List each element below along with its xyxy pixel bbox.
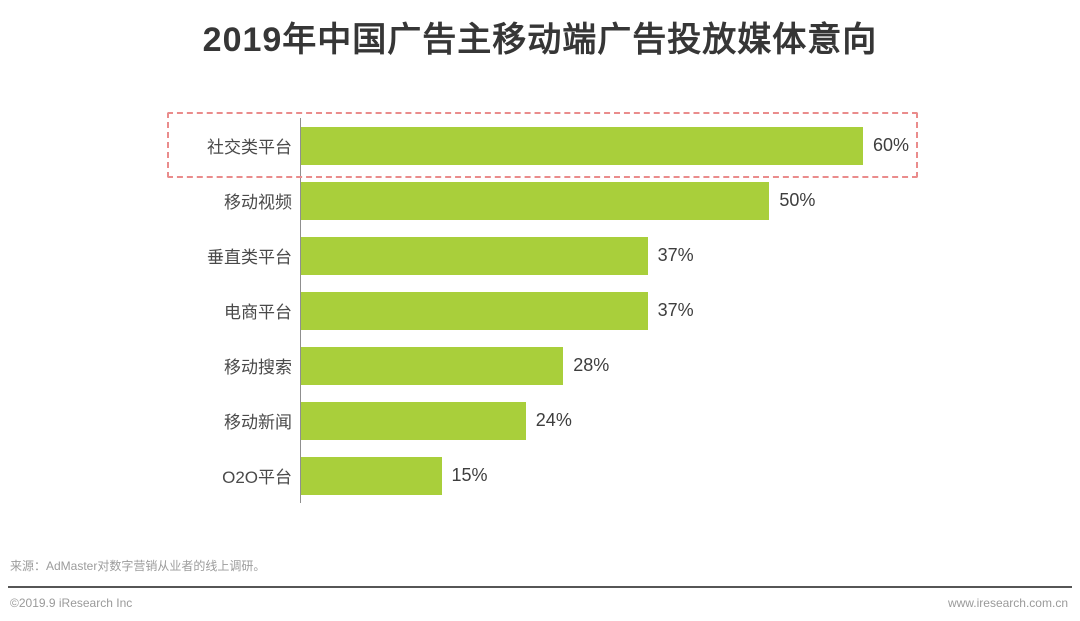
category-label: 移动视频: [224, 193, 292, 212]
bar-row: 社交类平台 60%: [165, 118, 955, 173]
bar-track: 37%: [300, 283, 955, 338]
category-label: 电商平台: [224, 303, 292, 322]
footer-divider: [8, 586, 1072, 588]
category-label: 垂直类平台: [207, 248, 292, 267]
value-label: 37%: [657, 300, 694, 320]
bar-track: 60%: [300, 118, 955, 173]
bar: [301, 126, 863, 165]
bar-row: 电商平台 37%: [165, 283, 955, 338]
bar: [301, 346, 564, 385]
value-label: 24%: [535, 410, 572, 430]
category-label: 移动搜索: [224, 358, 292, 377]
bar-chart: 社交类平台 60% 移动视频 50% 垂直类平台 37% 电商平台 37% 移动搜索 28% 移动新…: [165, 112, 955, 512]
footer: ©2019.9 iResearch Inc www.iresearch.com.…: [10, 596, 1068, 610]
category-label: 移动新闻: [224, 413, 292, 432]
bar-track: 24%: [300, 393, 955, 448]
bar: [301, 456, 442, 495]
value-label: 15%: [451, 465, 488, 485]
bar-rows: 社交类平台 60% 移动视频 50% 垂直类平台 37% 电商平台 37% 移动搜索 28% 移动新…: [165, 112, 955, 503]
value-label: 37%: [657, 245, 694, 265]
website-text: www.iresearch.com.cn: [947, 596, 1068, 610]
value-label: 28%: [573, 355, 610, 375]
bar: [301, 181, 770, 220]
bar-track: 50%: [300, 173, 955, 228]
value-label: 50%: [779, 190, 816, 210]
source-note: 来源：AdMaster对数字营销从业者的线上调研。: [10, 559, 266, 573]
bar: [301, 401, 526, 440]
bar: [301, 291, 648, 330]
value-label: 60%: [873, 135, 910, 155]
bar-row: O2O平台 15%: [165, 448, 955, 503]
bar-track: 15%: [300, 448, 955, 503]
bar-track: 37%: [300, 228, 955, 283]
bar-row: 移动新闻 24%: [165, 393, 955, 448]
bar-row: 移动视频 50%: [165, 173, 955, 228]
bar-track: 28%: [300, 338, 955, 393]
chart-title: 2019年中国广告主移动端广告投放媒体意向: [202, 21, 878, 59]
bar: [301, 236, 648, 275]
category-label: O2O平台: [222, 468, 292, 487]
category-label: 社交类平台: [207, 138, 292, 157]
bar-row: 垂直类平台 37%: [165, 228, 955, 283]
bar-row: 移动搜索 28%: [165, 338, 955, 393]
copyright-text: ©2019.9 iResearch Inc: [10, 596, 133, 610]
